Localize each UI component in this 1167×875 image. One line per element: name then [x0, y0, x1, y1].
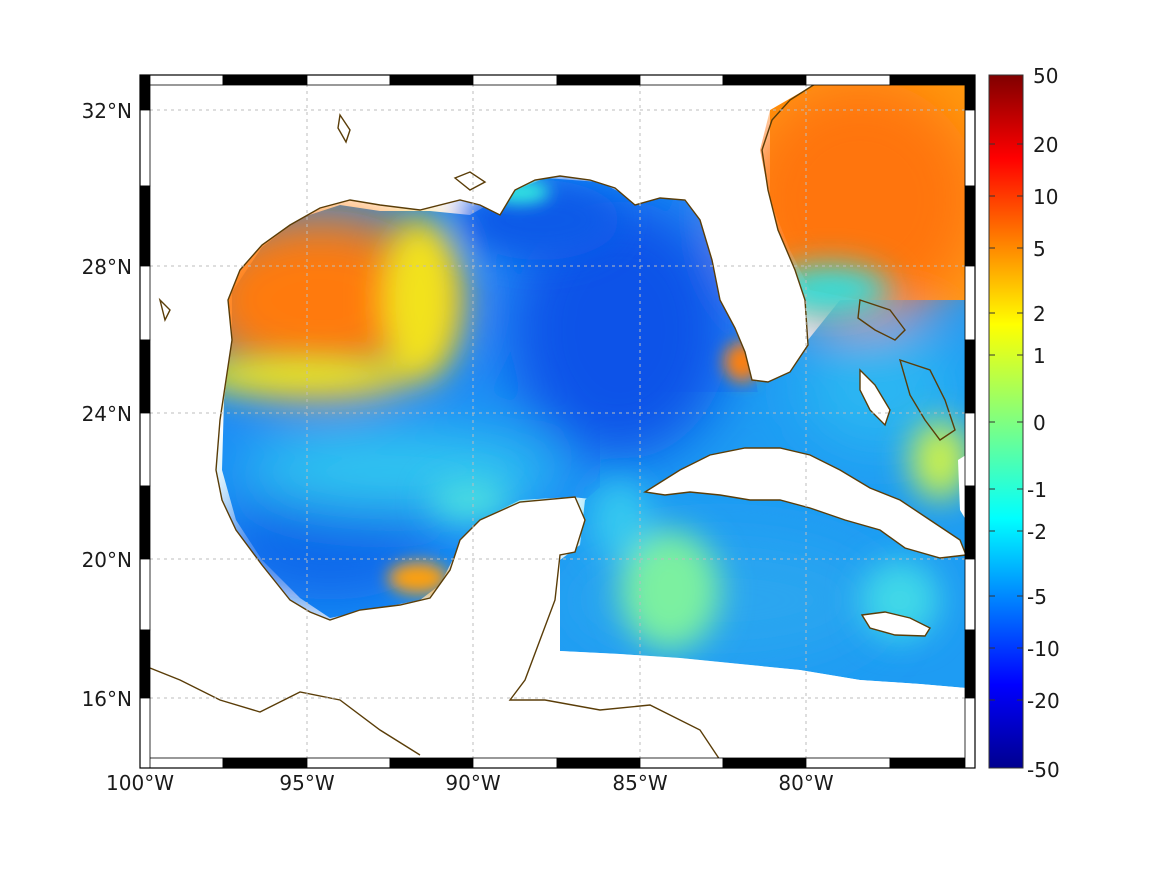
map-frame: [139, 74, 976, 769]
frame-segment: [139, 629, 151, 699]
frame-segment: [964, 697, 976, 769]
frame-segment: [964, 412, 976, 487]
frame-segment: [472, 74, 558, 86]
colorbar-label: 50: [1033, 64, 1058, 88]
frame-segment: [805, 757, 891, 769]
frame-segment: [889, 74, 976, 86]
colorbar-label: 20: [1033, 133, 1058, 157]
frame-segment: [139, 265, 151, 341]
longitude-axis: 100°W 95°W 90°W 85°W 80°W: [106, 771, 834, 795]
frame-segment: [556, 757, 641, 769]
frame-segment: [964, 109, 976, 187]
frame-segment: [139, 412, 151, 487]
colorbar-label: -5: [1027, 585, 1047, 609]
frame-segment: [139, 185, 151, 267]
frame-segment: [139, 558, 151, 631]
frame-segment: [889, 757, 976, 769]
colorbar-ticks: [989, 74, 1023, 769]
frame-segment: [306, 74, 391, 86]
frame-segment: [964, 339, 976, 414]
frame-segment: [722, 757, 807, 769]
frame-segment: [389, 74, 474, 86]
frame-segment: [139, 109, 151, 187]
lat-label: 20°N: [82, 548, 132, 572]
colorbar-label: 10: [1033, 185, 1058, 209]
colorbar-label: -2: [1027, 520, 1047, 544]
frame-segment: [139, 74, 224, 86]
frame-segment: [722, 74, 807, 86]
frame-segment: [139, 697, 151, 769]
colorbar-label: 5: [1033, 237, 1046, 261]
frame-segment: [964, 265, 976, 341]
lon-label: 85°W: [612, 771, 667, 795]
colorbar-label: -10: [1027, 637, 1060, 661]
colorbar-label: -20: [1027, 689, 1060, 713]
lat-label: 16°N: [82, 687, 132, 711]
lat-label: 28°N: [82, 255, 132, 279]
frame-segment: [139, 339, 151, 414]
colorbar-label: 0: [1033, 411, 1046, 435]
frame-segment: [139, 757, 224, 769]
frame-segment: [472, 757, 558, 769]
lon-label: 80°W: [778, 771, 833, 795]
lat-label: 32°N: [82, 99, 132, 123]
frame-segment: [222, 74, 308, 86]
land-mask: [150, 84, 966, 760]
frame-outline: [139, 74, 976, 769]
frame-segment: [964, 185, 976, 267]
colorbar-label: -50: [1027, 758, 1060, 782]
colorbar: 50 20 10 5 2 1 0 -1 -2 -5 -10 -20 -50: [988, 64, 1060, 782]
frame-segment: [389, 757, 474, 769]
frame-segment: [964, 74, 976, 111]
frame-segment: [964, 629, 976, 699]
frame-segment: [964, 558, 976, 631]
latitude-axis: 32°N 28°N 24°N 20°N 16°N: [82, 99, 132, 711]
heatmap-field: [150, 84, 966, 760]
frame-segment: [639, 757, 724, 769]
frame-segment: [139, 485, 151, 560]
frame-segment: [222, 757, 308, 769]
frame-segment: [805, 74, 891, 86]
colorbar-label: 1: [1033, 344, 1046, 368]
graticule: [150, 84, 966, 760]
coastline: [150, 84, 966, 760]
lon-label: 95°W: [279, 771, 334, 795]
frame-segment: [964, 485, 976, 560]
lat-label: 24°N: [82, 402, 132, 426]
frame-segment: [639, 74, 724, 86]
frame-segment: [139, 74, 151, 111]
colorbar-label: -1: [1027, 478, 1047, 502]
lon-label: 100°W: [106, 771, 174, 795]
frame-segment: [306, 757, 391, 769]
lon-label: 90°W: [445, 771, 500, 795]
frame-segment: [556, 74, 641, 86]
colorbar-label: 2: [1033, 302, 1046, 326]
